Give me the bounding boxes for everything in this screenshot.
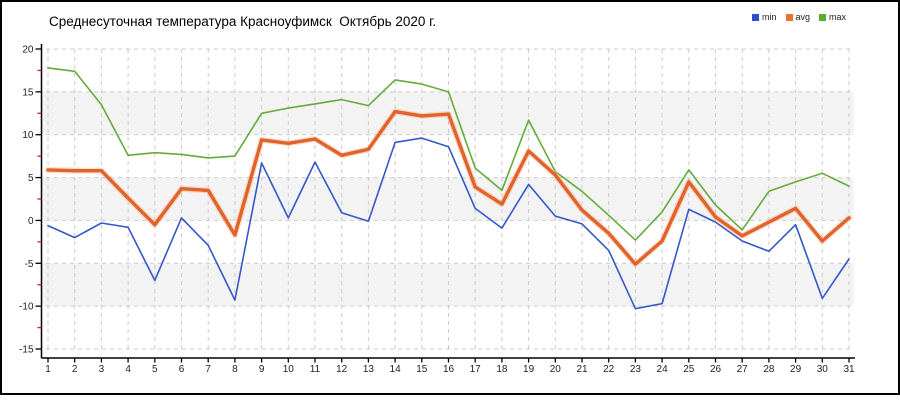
y-axis-tick-label: -5 bbox=[25, 259, 34, 270]
x-axis-tick-label: 16 bbox=[443, 364, 455, 375]
y-axis-tick-label: 0 bbox=[28, 216, 34, 227]
y-axis-tick-label: 20 bbox=[22, 45, 34, 56]
y-axis-tick-label: 10 bbox=[22, 130, 34, 141]
x-axis-tick-label: 13 bbox=[363, 364, 375, 375]
x-axis-tick-label: 14 bbox=[390, 364, 402, 375]
x-axis-tick-label: 28 bbox=[763, 364, 775, 375]
min-series-swatch-icon bbox=[752, 13, 759, 21]
x-axis-tick-label: 6 bbox=[179, 364, 185, 375]
x-axis-tick-label: 26 bbox=[710, 364, 722, 375]
legend: min avg max bbox=[752, 12, 846, 22]
x-axis-tick-label: 3 bbox=[99, 364, 105, 375]
legend-item-min[interactable]: min bbox=[752, 12, 777, 22]
avg-series-line bbox=[46, 109, 851, 266]
x-axis-tick-label: 12 bbox=[336, 364, 348, 375]
x-axis-tick-label: 25 bbox=[683, 364, 695, 375]
x-axis-tick-label: 19 bbox=[523, 364, 535, 375]
x-axis-tick-label: 22 bbox=[603, 364, 615, 375]
max-series-swatch-icon bbox=[819, 13, 827, 21]
x-axis-tick-label: 29 bbox=[790, 364, 802, 375]
x-axis-tick-label: 5 bbox=[152, 364, 158, 375]
x-axis-tick-label: 15 bbox=[416, 364, 428, 375]
x-axis-tick-label: 17 bbox=[470, 364, 482, 375]
y-axis-tick-label: 15 bbox=[22, 87, 34, 98]
x-axis-tick-label: 20 bbox=[550, 364, 562, 375]
x-axis-tick-label: 10 bbox=[283, 364, 295, 375]
legend-label-avg: avg bbox=[795, 12, 811, 22]
legend-item-max[interactable]: max bbox=[819, 12, 846, 22]
y-axis-tick-label: -10 bbox=[19, 302, 34, 313]
legend-label-max: max bbox=[829, 12, 847, 22]
avg-series-swatch-icon bbox=[785, 13, 793, 21]
x-axis-tick-label: 1 bbox=[45, 364, 51, 375]
x-axis-tick-label: 21 bbox=[576, 364, 588, 375]
x-axis-tick-label: 8 bbox=[232, 364, 238, 375]
chart-bottom-rule bbox=[0, 393, 900, 395]
x-axis-tick-label: 30 bbox=[817, 364, 829, 375]
chart-title: Среднесуточная температура Красноуфимск … bbox=[49, 14, 437, 29]
legend-item-avg[interactable]: avg bbox=[785, 12, 811, 22]
x-axis-tick-label: 7 bbox=[205, 364, 211, 375]
y-axis-tick-label: -15 bbox=[19, 345, 34, 356]
x-axis-tick-label: 11 bbox=[310, 364, 321, 375]
plot-band bbox=[41, 263, 854, 307]
legend-label-min: min bbox=[762, 12, 777, 22]
x-axis-tick-label: 9 bbox=[259, 364, 265, 375]
x-axis-tick-label: 27 bbox=[737, 364, 749, 375]
min-series-line bbox=[47, 137, 850, 310]
x-axis-tick-label: 18 bbox=[496, 364, 508, 375]
max-series-line bbox=[47, 67, 850, 241]
x-axis-tick-label: 4 bbox=[125, 364, 131, 375]
x-axis-tick-label: 31 bbox=[843, 364, 855, 375]
plot-band bbox=[41, 177, 854, 221]
x-axis-tick-label: 2 bbox=[72, 364, 78, 375]
x-axis-tick-label: 24 bbox=[657, 364, 669, 375]
y-axis-tick-label: 5 bbox=[28, 173, 34, 184]
x-axis-tick-label: 23 bbox=[630, 364, 642, 375]
